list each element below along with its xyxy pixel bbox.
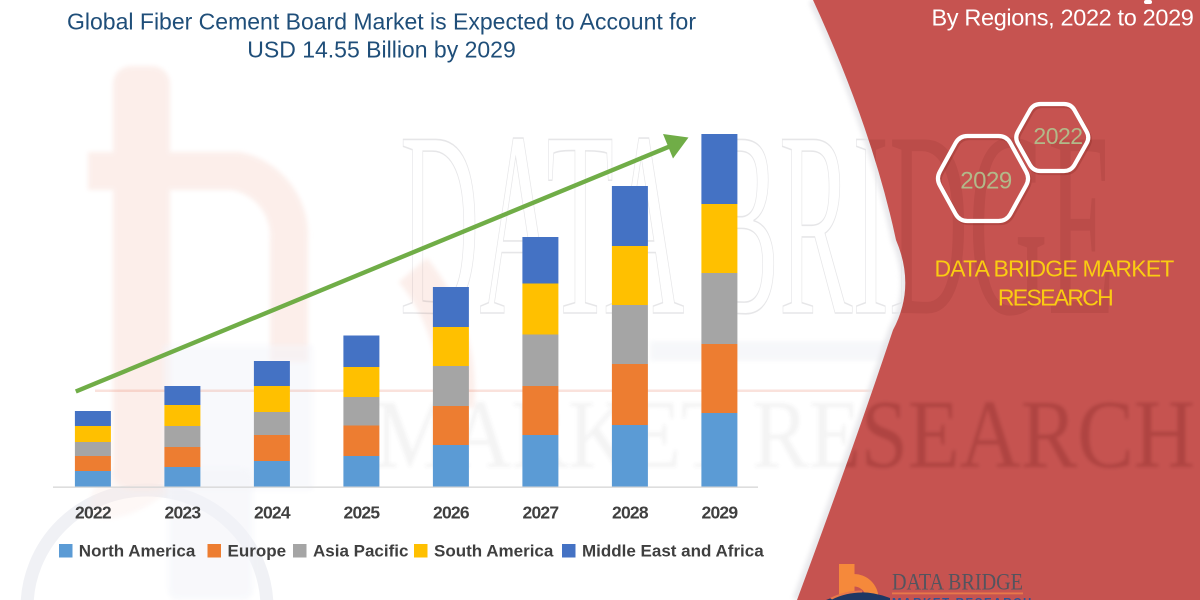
svg-text:2022: 2022 [75, 503, 112, 523]
svg-text:2025: 2025 [344, 503, 381, 523]
svg-text:2023: 2023 [165, 503, 202, 523]
svg-text:Middle East and Africa: Middle East and Africa [582, 542, 764, 561]
svg-text:South America: South America [434, 542, 554, 561]
svg-text:2024: 2024 [254, 503, 291, 523]
svg-text:MARKET RESEARCH: MARKET RESEARCH [892, 597, 1033, 600]
svg-text:Europe: Europe [228, 542, 287, 561]
svg-text:Global Fiber Cement Board Mark: Global Fiber Cement Board Market is Expe… [67, 9, 696, 35]
svg-text:2029: 2029 [960, 167, 1012, 194]
svg-text:North America: North America [79, 542, 196, 561]
svg-text:2028: 2028 [612, 503, 649, 523]
svg-text:RESEARCH: RESEARCH [998, 285, 1112, 311]
svg-text:DATA BRIDGE: DATA BRIDGE [892, 570, 1023, 595]
svg-text:2026: 2026 [433, 503, 470, 523]
svg-text:2029: 2029 [702, 503, 739, 523]
svg-text:By Regions, 2022 to 2029: By Regions, 2022 to 2029 [931, 5, 1193, 31]
svg-text:DATA BRIDGE MARKET: DATA BRIDGE MARKET [934, 256, 1174, 282]
svg-text:2027: 2027 [523, 503, 559, 523]
svg-text:Asia Pacific: Asia Pacific [313, 542, 408, 561]
svg-text:USD 14.55 Billion by 2029: USD 14.55 Billion by 2029 [247, 37, 516, 63]
svg-text:2022: 2022 [1033, 123, 1082, 149]
